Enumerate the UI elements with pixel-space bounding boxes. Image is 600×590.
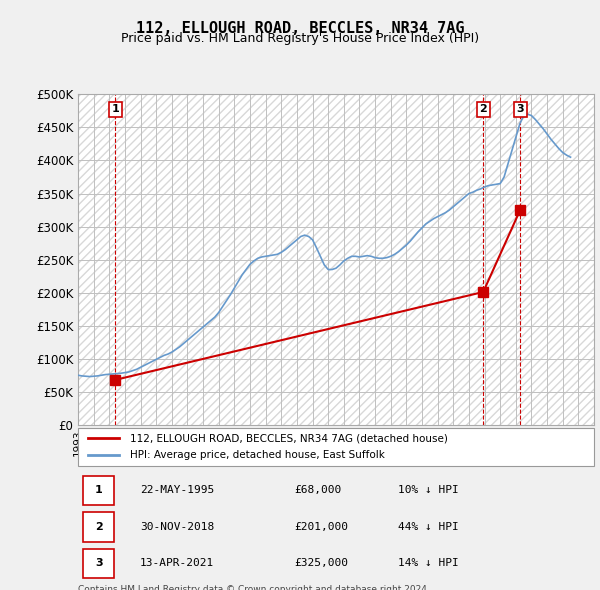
Text: 2: 2	[479, 104, 487, 114]
FancyBboxPatch shape	[83, 549, 114, 578]
Text: £325,000: £325,000	[295, 559, 349, 568]
Text: 30-NOV-2018: 30-NOV-2018	[140, 522, 214, 532]
Text: Contains HM Land Registry data © Crown copyright and database right 2024.
This d: Contains HM Land Registry data © Crown c…	[78, 585, 430, 590]
Text: 2: 2	[95, 522, 103, 532]
FancyBboxPatch shape	[78, 428, 594, 466]
Text: 10% ↓ HPI: 10% ↓ HPI	[398, 486, 458, 495]
Text: 112, ELLOUGH ROAD, BECCLES, NR34 7AG: 112, ELLOUGH ROAD, BECCLES, NR34 7AG	[136, 21, 464, 35]
Text: 14% ↓ HPI: 14% ↓ HPI	[398, 559, 458, 568]
Text: 13-APR-2021: 13-APR-2021	[140, 559, 214, 568]
Text: 3: 3	[95, 559, 103, 568]
Text: 3: 3	[517, 104, 524, 114]
Text: 112, ELLOUGH ROAD, BECCLES, NR34 7AG (detached house): 112, ELLOUGH ROAD, BECCLES, NR34 7AG (de…	[130, 434, 448, 444]
Text: 1: 1	[95, 486, 103, 495]
Text: HPI: Average price, detached house, East Suffolk: HPI: Average price, detached house, East…	[130, 450, 385, 460]
Text: 22-MAY-1995: 22-MAY-1995	[140, 486, 214, 495]
FancyBboxPatch shape	[83, 476, 114, 505]
Text: £201,000: £201,000	[295, 522, 349, 532]
FancyBboxPatch shape	[83, 512, 114, 542]
Text: 1: 1	[112, 104, 119, 114]
Text: 44% ↓ HPI: 44% ↓ HPI	[398, 522, 458, 532]
Text: Price paid vs. HM Land Registry's House Price Index (HPI): Price paid vs. HM Land Registry's House …	[121, 32, 479, 45]
Text: £68,000: £68,000	[295, 486, 342, 495]
